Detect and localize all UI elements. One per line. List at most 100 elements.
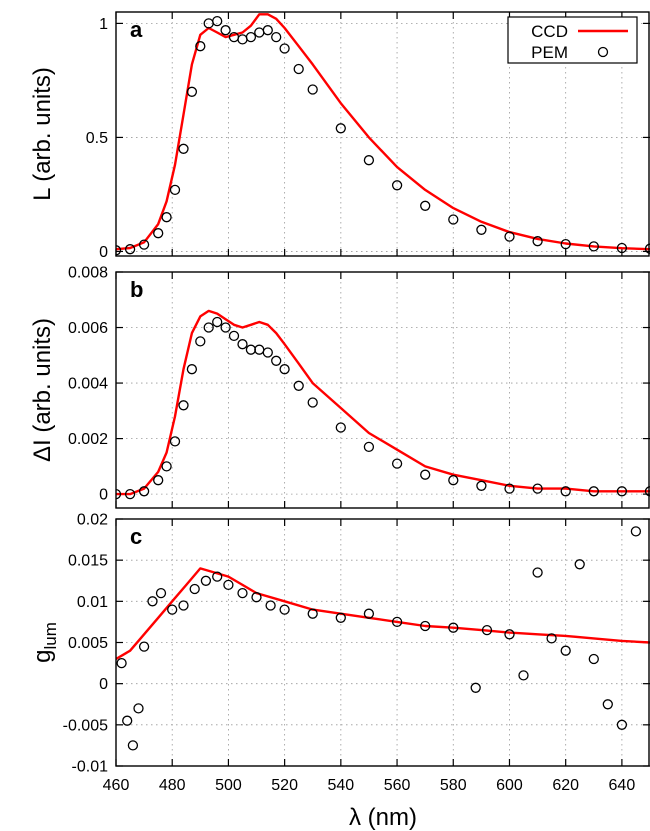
series-pem-c	[116, 526, 642, 751]
series-line	[116, 567, 650, 661]
data-point	[116, 245, 122, 256]
x-tick-label: 520	[271, 777, 298, 794]
data-point	[186, 86, 198, 97]
data-point	[518, 670, 529, 681]
panel-b: 0 0.002 0.004 0.006 0.008 b ΔI (arb. units)	[29, 265, 650, 509]
data-point	[644, 243, 650, 254]
series-ccd-a	[116, 13, 650, 251]
data-point	[644, 486, 650, 497]
y-tick-label: -0.01	[72, 759, 109, 776]
data-point	[254, 344, 265, 355]
plot-frame	[115, 11, 650, 257]
data-point	[391, 180, 403, 191]
data-point	[271, 31, 282, 43]
legend-box	[507, 16, 638, 64]
data-point	[178, 400, 189, 411]
data-point	[391, 616, 403, 628]
data-point	[448, 622, 459, 633]
y-tick-label: 0.01	[77, 594, 108, 611]
legend-marker-pem	[597, 46, 609, 58]
data-point	[178, 143, 189, 154]
x-tick-label: 580	[440, 777, 467, 794]
data-point	[200, 575, 212, 586]
data-point	[254, 27, 265, 38]
panel-label: b	[130, 277, 143, 302]
data-point	[167, 604, 178, 615]
data-point	[124, 244, 136, 255]
data-point	[245, 344, 257, 355]
data-point	[293, 380, 304, 391]
data-point	[307, 397, 318, 408]
data-point	[116, 488, 122, 500]
data-point	[293, 63, 304, 75]
series-line	[116, 309, 650, 496]
data-point	[147, 596, 158, 607]
data-point	[251, 592, 262, 603]
data-point	[363, 441, 375, 453]
data-point	[116, 657, 127, 669]
data-point	[169, 184, 181, 196]
data-point	[133, 703, 144, 714]
data-point	[546, 633, 557, 644]
data-point	[307, 608, 318, 619]
data-point	[153, 475, 164, 486]
data-point	[616, 719, 628, 730]
data-point	[138, 239, 150, 250]
data-point	[279, 364, 290, 375]
data-point	[335, 123, 346, 134]
data-point	[223, 579, 234, 591]
data-point	[169, 436, 181, 447]
data-point	[279, 604, 290, 615]
y-tick-label: 0.002	[68, 431, 108, 448]
data-point	[335, 422, 346, 433]
data-point	[476, 224, 487, 235]
series-pem-a	[116, 15, 650, 256]
data-point	[616, 486, 628, 497]
data-point	[271, 355, 282, 366]
y-tick-label: 0.008	[68, 265, 108, 282]
y-tick-label: 0.02	[77, 512, 108, 529]
data-point	[532, 567, 543, 578]
data-point	[420, 469, 431, 480]
panel-label: a	[130, 17, 143, 42]
y-axis-label: glum	[29, 622, 60, 663]
data-point	[504, 483, 515, 494]
data-point	[237, 34, 248, 45]
data-point	[560, 486, 571, 497]
data-point	[189, 583, 200, 595]
data-point	[203, 322, 214, 333]
y-tick-label: -0.005	[63, 717, 108, 734]
y-tick-label: 0.006	[68, 320, 108, 337]
y-tick-label: 0	[99, 487, 108, 504]
series-ccd-b	[116, 309, 650, 496]
y-tick-label: 0.015	[68, 553, 108, 570]
data-point	[279, 43, 290, 54]
data-point	[481, 624, 493, 636]
x-tick-label: 460	[103, 777, 130, 794]
x-tick-label: 540	[327, 777, 354, 794]
data-point	[153, 228, 164, 239]
data-point	[420, 620, 431, 632]
data-point	[363, 608, 375, 619]
data-point	[265, 600, 276, 611]
series-line	[116, 13, 650, 251]
data-point	[616, 242, 628, 254]
data-point	[220, 25, 231, 36]
y-tick-label: 0.004	[68, 376, 108, 393]
x-tick-label: 560	[384, 777, 411, 794]
x-tick-label: 640	[609, 777, 636, 794]
data-point	[588, 241, 599, 252]
plot-frame	[115, 271, 650, 509]
data-point	[186, 364, 198, 375]
data-point	[532, 483, 543, 494]
data-point	[602, 699, 613, 710]
y-axis-label: ΔI (arb. units)	[29, 318, 56, 462]
panel-a: 0 0.5 1 a L (arb. units)	[29, 11, 650, 261]
data-point	[155, 587, 167, 599]
legend-label-pem: PEM	[531, 43, 568, 62]
data-point	[391, 458, 403, 469]
legend: CCD PEM	[507, 16, 638, 64]
data-point	[124, 488, 136, 500]
data-point	[560, 238, 571, 250]
